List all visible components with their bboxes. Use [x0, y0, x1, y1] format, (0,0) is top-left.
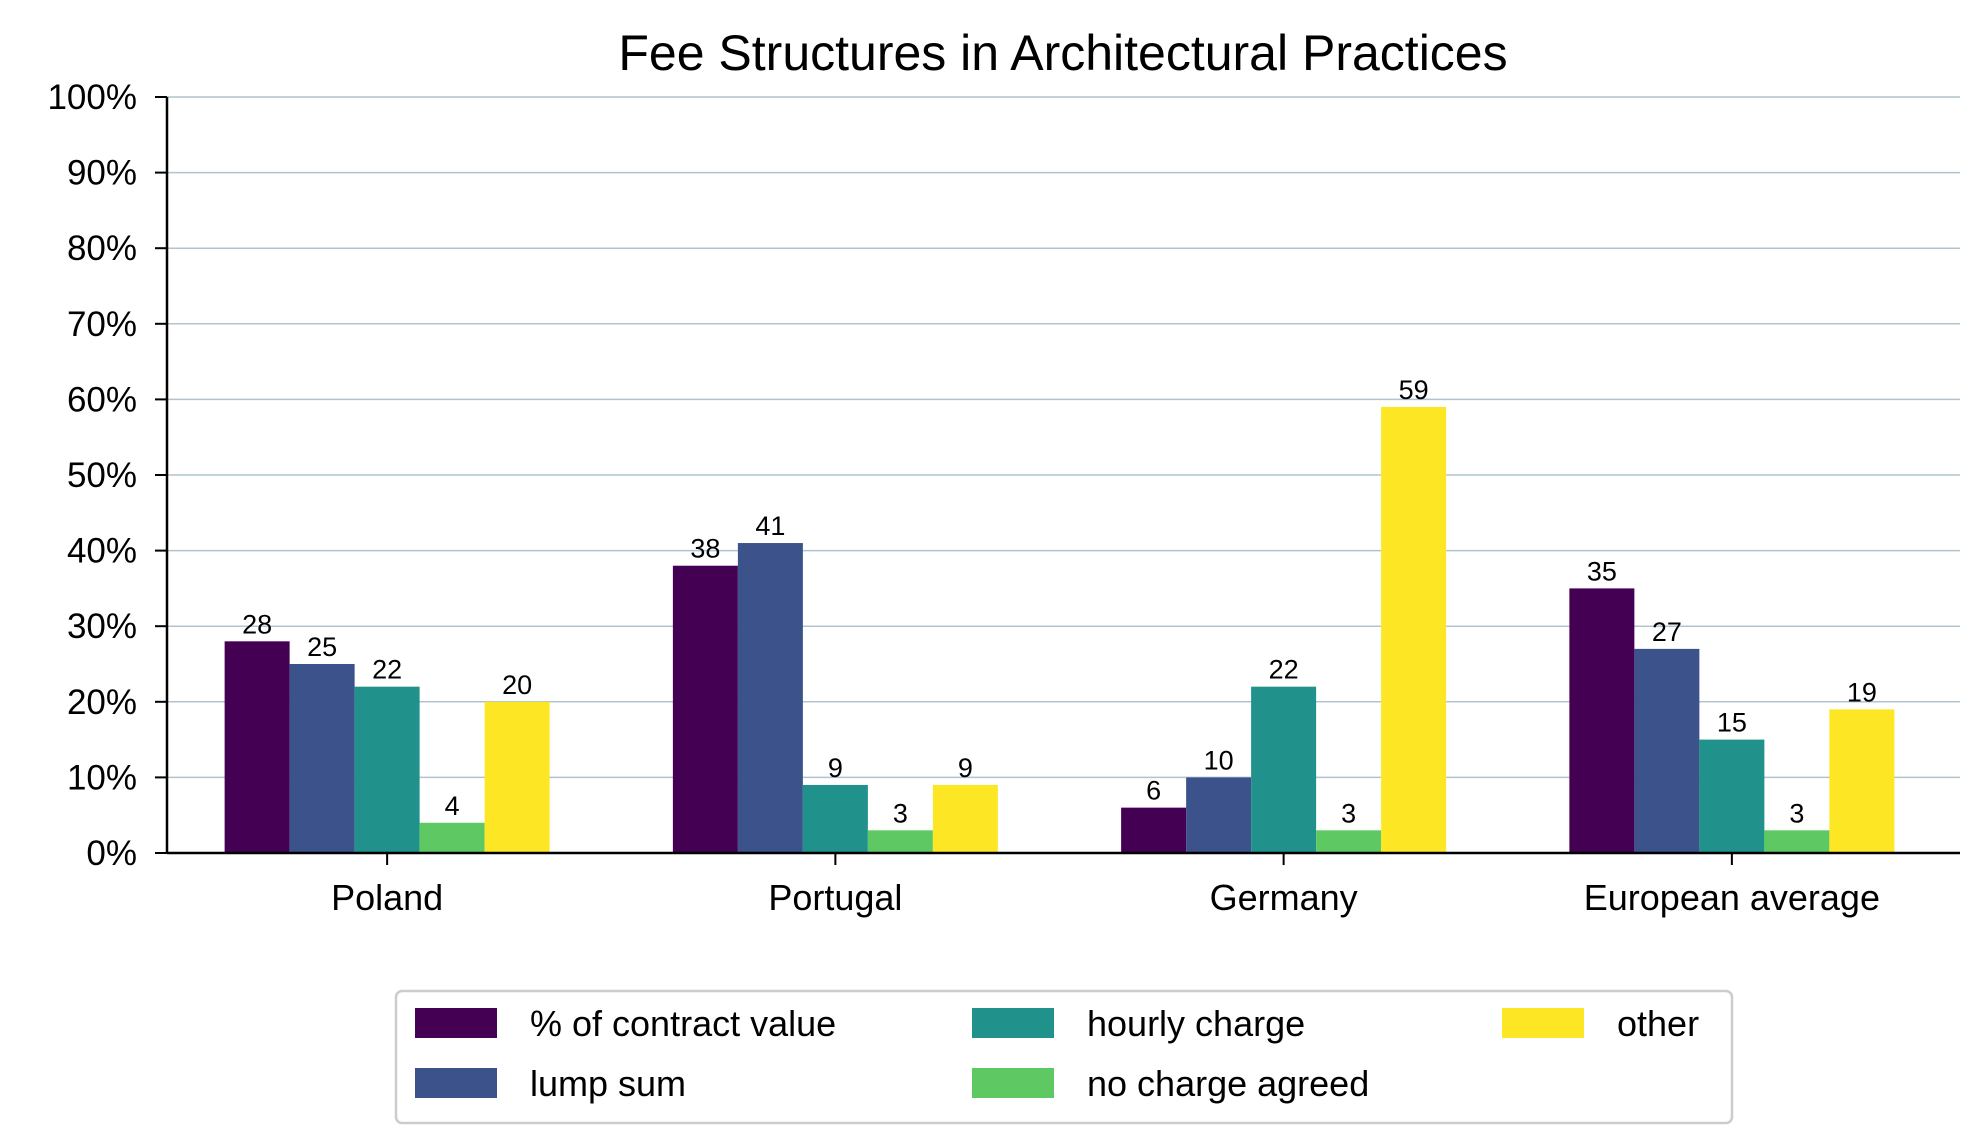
y-tick-label: 60%	[67, 380, 137, 419]
data-label: 6	[1146, 776, 1161, 806]
legend-label: hourly charge	[1087, 1003, 1305, 1044]
legend-label: no charge agreed	[1087, 1063, 1369, 1104]
y-tick-label: 80%	[67, 229, 137, 268]
bar	[1381, 406, 1447, 853]
data-label: 35	[1587, 556, 1617, 586]
y-tick-label: 30%	[67, 607, 137, 646]
bar	[1121, 807, 1187, 853]
legend-swatch	[415, 1068, 497, 1098]
data-label: 19	[1847, 677, 1877, 707]
chart-title: Fee Structures in Architectural Practice…	[618, 25, 1507, 81]
data-label: 22	[1269, 655, 1299, 685]
bar	[932, 784, 998, 853]
bars	[224, 406, 1895, 853]
bar	[354, 686, 420, 853]
bar	[1569, 588, 1635, 853]
y-tick-label: 10%	[67, 758, 137, 797]
axes: 0% 10% 20% 30% 40% 50% 60% 70% 80% 90% 100% Poland P…	[47, 78, 1960, 918]
legend-swatch	[415, 1008, 497, 1038]
data-label: 10	[1204, 745, 1234, 775]
bar	[1186, 777, 1252, 853]
legend-swatch	[972, 1008, 1054, 1038]
legend-label: other	[1617, 1003, 1699, 1044]
bar	[672, 565, 738, 853]
y-tick-label: 90%	[67, 154, 137, 193]
data-label: 38	[690, 534, 720, 564]
y-tick-label: 20%	[67, 683, 137, 722]
bar	[867, 830, 933, 853]
data-label: 27	[1652, 617, 1682, 647]
data-label: 3	[1789, 798, 1804, 828]
data-label: 22	[372, 655, 402, 685]
data-label: 41	[755, 511, 785, 541]
data-label: 20	[502, 670, 532, 700]
bar	[1764, 830, 1830, 853]
y-tick-label: 100%	[47, 78, 137, 117]
bar	[802, 784, 868, 853]
data-label: 9	[958, 753, 973, 783]
gridlines	[167, 96, 1960, 779]
x-tick-label: Portugal	[768, 877, 902, 918]
bar	[1316, 830, 1382, 853]
legend-label: % of contract value	[530, 1003, 836, 1044]
data-labels: 28 25 22 4 20 38 41 9 3 9 6 10 22 3 59 35 27 15 3 19	[242, 375, 1877, 828]
legend-swatch	[972, 1068, 1054, 1098]
y-tick-label: 70%	[67, 305, 137, 344]
data-label: 59	[1399, 375, 1429, 405]
data-label: 3	[893, 798, 908, 828]
x-tick-label: European average	[1584, 877, 1880, 918]
data-label: 9	[828, 753, 843, 783]
data-label: 4	[445, 791, 460, 821]
legend-label: lump sum	[530, 1063, 686, 1104]
bar	[1699, 739, 1765, 853]
data-label: 25	[307, 632, 337, 662]
bar	[419, 822, 485, 853]
legend-swatch	[1502, 1008, 1584, 1038]
legend-box	[394, 989, 1734, 1125]
x-tick-label: Poland	[331, 877, 443, 918]
bar	[1251, 686, 1317, 853]
bar	[1829, 709, 1895, 853]
data-label: 3	[1341, 798, 1356, 828]
bar	[289, 664, 355, 853]
y-tick-label: 50%	[67, 456, 137, 495]
y-tick-label: 0%	[86, 834, 137, 873]
bar	[484, 701, 550, 853]
y-tick-label: 40%	[67, 532, 137, 571]
bar	[737, 543, 803, 853]
legend: % of contract value lump sum hourly charge…	[394, 989, 1734, 1125]
data-label: 15	[1717, 708, 1747, 738]
x-tick-label: Germany	[1210, 877, 1358, 918]
bar	[1634, 648, 1700, 853]
data-label: 28	[242, 609, 272, 639]
bar	[224, 641, 290, 853]
